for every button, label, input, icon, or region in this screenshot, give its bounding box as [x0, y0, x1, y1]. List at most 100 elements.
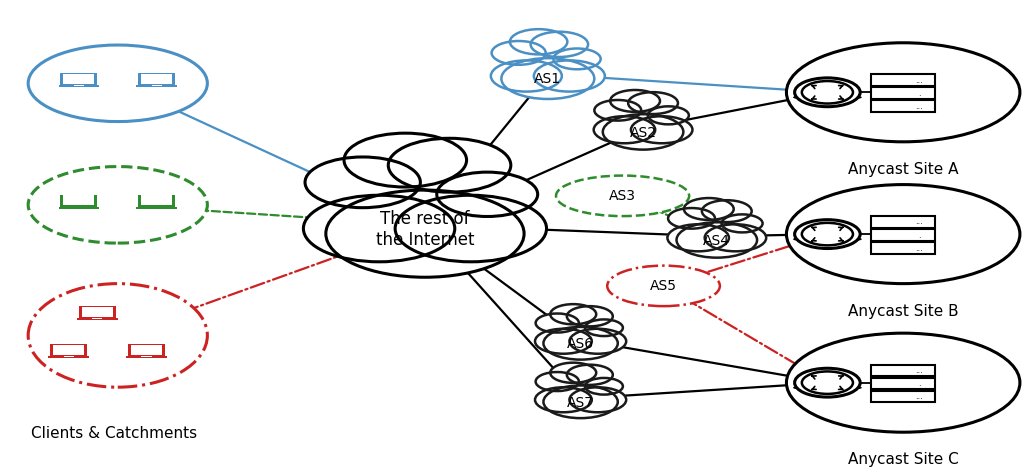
Circle shape: [569, 329, 627, 354]
Circle shape: [594, 116, 655, 143]
Text: AS1: AS1: [535, 72, 561, 86]
FancyBboxPatch shape: [141, 74, 172, 84]
Ellipse shape: [786, 43, 1020, 142]
FancyBboxPatch shape: [48, 356, 89, 358]
Circle shape: [492, 41, 546, 65]
Circle shape: [550, 363, 596, 383]
Text: ...: ...: [915, 218, 923, 226]
FancyBboxPatch shape: [79, 306, 116, 318]
Circle shape: [795, 219, 860, 248]
Text: .: .: [918, 89, 921, 98]
FancyBboxPatch shape: [74, 206, 84, 207]
Circle shape: [567, 306, 612, 326]
Text: ...: ...: [915, 102, 923, 111]
Ellipse shape: [786, 184, 1020, 283]
Bar: [871, 74, 935, 86]
FancyBboxPatch shape: [63, 356, 74, 357]
Text: AS7: AS7: [567, 396, 594, 410]
Circle shape: [395, 195, 547, 262]
Text: AS2: AS2: [630, 126, 656, 140]
FancyBboxPatch shape: [58, 85, 99, 87]
FancyBboxPatch shape: [60, 73, 97, 85]
Circle shape: [534, 60, 605, 92]
FancyBboxPatch shape: [128, 344, 165, 356]
Circle shape: [553, 49, 601, 69]
Circle shape: [303, 195, 455, 262]
Text: Clients & Catchments: Clients & Catchments: [31, 426, 197, 441]
FancyBboxPatch shape: [131, 345, 162, 355]
Ellipse shape: [607, 266, 720, 306]
Circle shape: [585, 378, 623, 395]
Text: ...: ...: [915, 366, 923, 375]
Bar: [871, 216, 935, 228]
Circle shape: [326, 190, 524, 277]
Ellipse shape: [29, 167, 207, 243]
Bar: [871, 100, 935, 112]
Circle shape: [536, 313, 579, 333]
Circle shape: [648, 106, 689, 124]
Circle shape: [544, 327, 617, 360]
FancyBboxPatch shape: [63, 195, 94, 205]
FancyBboxPatch shape: [63, 74, 94, 84]
Text: Anycast Site C: Anycast Site C: [848, 453, 958, 467]
FancyBboxPatch shape: [82, 307, 113, 317]
FancyBboxPatch shape: [136, 85, 177, 87]
Circle shape: [677, 222, 757, 258]
Circle shape: [585, 319, 623, 336]
FancyBboxPatch shape: [138, 73, 175, 85]
Circle shape: [536, 372, 579, 391]
Circle shape: [550, 304, 596, 325]
Circle shape: [535, 387, 592, 412]
Circle shape: [610, 90, 660, 112]
Bar: [871, 365, 935, 376]
Circle shape: [795, 368, 860, 397]
Text: Anycast Site B: Anycast Site B: [848, 304, 958, 319]
FancyBboxPatch shape: [77, 318, 118, 320]
Text: ...: ...: [915, 76, 923, 85]
Text: Anycast Site A: Anycast Site A: [848, 162, 958, 177]
FancyBboxPatch shape: [138, 195, 175, 206]
Ellipse shape: [786, 333, 1020, 432]
FancyBboxPatch shape: [126, 356, 167, 358]
FancyBboxPatch shape: [60, 195, 97, 206]
Circle shape: [802, 223, 853, 245]
Circle shape: [603, 114, 683, 149]
Circle shape: [594, 100, 641, 120]
Bar: [871, 87, 935, 99]
Text: .: .: [918, 231, 921, 240]
FancyBboxPatch shape: [74, 85, 84, 86]
Circle shape: [705, 224, 766, 251]
FancyBboxPatch shape: [136, 206, 177, 209]
Circle shape: [722, 214, 763, 233]
FancyBboxPatch shape: [141, 356, 152, 357]
Circle shape: [502, 58, 594, 99]
Ellipse shape: [29, 45, 207, 121]
FancyBboxPatch shape: [152, 85, 162, 86]
Circle shape: [668, 208, 715, 229]
Circle shape: [490, 60, 562, 92]
Circle shape: [628, 92, 678, 114]
Circle shape: [388, 138, 511, 192]
Circle shape: [802, 371, 853, 394]
Text: AS6: AS6: [567, 337, 594, 351]
Circle shape: [437, 172, 538, 217]
Circle shape: [701, 200, 752, 222]
Ellipse shape: [29, 283, 207, 387]
Circle shape: [535, 329, 592, 354]
Ellipse shape: [793, 94, 862, 101]
Bar: [871, 242, 935, 254]
Circle shape: [795, 78, 860, 106]
Bar: [871, 378, 935, 389]
Circle shape: [631, 116, 692, 143]
Text: ...: ...: [915, 244, 923, 253]
FancyBboxPatch shape: [141, 195, 172, 205]
Circle shape: [510, 29, 567, 55]
FancyBboxPatch shape: [50, 344, 87, 356]
Ellipse shape: [556, 176, 689, 216]
FancyBboxPatch shape: [53, 345, 84, 355]
Circle shape: [802, 81, 853, 104]
FancyBboxPatch shape: [152, 206, 162, 207]
Text: .: .: [918, 379, 921, 388]
Text: ...: ...: [915, 392, 923, 401]
Circle shape: [569, 387, 627, 412]
